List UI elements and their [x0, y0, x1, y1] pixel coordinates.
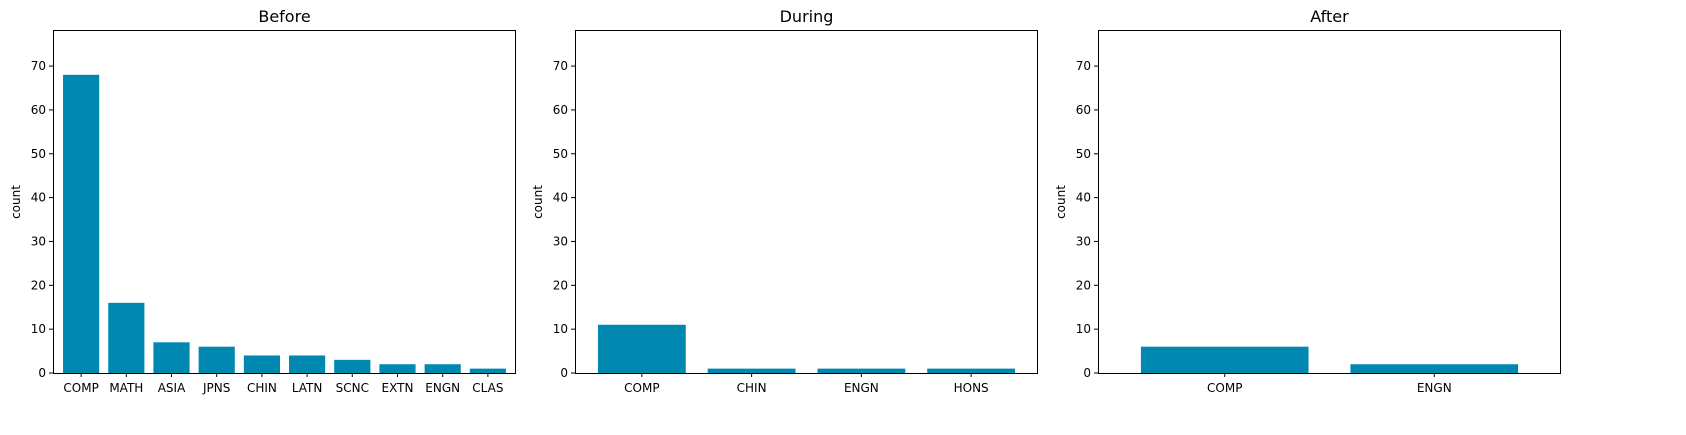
bar [153, 342, 190, 373]
panel-during: During count 0 10 20 30 40 50 60 70 COMP CHIN ENG… [531, 7, 1038, 395]
y-tick-label: 20 [553, 278, 568, 292]
y-ticks: 0 10 20 30 40 50 60 70 [31, 59, 54, 380]
bar [289, 355, 326, 373]
y-tick-label: 70 [1076, 59, 1091, 73]
y-tick-label: 30 [31, 234, 46, 248]
x-tick-label: ENGN [425, 381, 460, 395]
y-axis-label: count [531, 185, 545, 219]
bar [198, 346, 235, 373]
y-axis-label: count [9, 185, 23, 219]
panel-before: Before count 0 10 20 30 40 50 60 70 COMP MATH ASI… [9, 7, 516, 395]
bar [469, 368, 506, 373]
y-tick-label: 30 [1076, 234, 1091, 248]
y-tick-label: 50 [31, 147, 46, 161]
y-tick-label: 0 [1083, 366, 1091, 380]
bar [817, 368, 906, 373]
y-tick-label: 40 [553, 191, 568, 205]
x-tick-label: EXTN [382, 381, 414, 395]
x-ticks: COMP ENGN [1207, 373, 1452, 395]
x-ticks: COMP MATH ASIA JPNS CHIN LATN SCNC EXTN ENGN CLAS [63, 373, 503, 395]
y-tick-label: 60 [1076, 103, 1091, 117]
x-tick-label: CHIN [737, 381, 767, 395]
x-tick-label: ENGN [1417, 381, 1452, 395]
chart-title: After [1310, 7, 1349, 26]
x-tick-label: ENGN [844, 381, 879, 395]
bar [1350, 364, 1519, 373]
x-tick-label: MATH [109, 381, 143, 395]
bar [63, 74, 100, 373]
x-tick-label: COMP [624, 381, 659, 395]
x-ticks: COMP CHIN ENGN HONS [624, 373, 989, 395]
x-tick-label: ASIA [158, 381, 186, 395]
y-tick-label: 60 [31, 103, 46, 117]
bar [1140, 346, 1309, 373]
y-tick-label: 30 [553, 234, 568, 248]
chart-title: Before [258, 7, 310, 26]
y-tick-label: 50 [1076, 147, 1091, 161]
bar [108, 302, 145, 373]
y-tick-label: 0 [38, 366, 46, 380]
y-tick-label: 60 [553, 103, 568, 117]
y-tick-label: 40 [1076, 191, 1091, 205]
bar-group [1140, 346, 1519, 373]
x-tick-label: COMP [1207, 381, 1242, 395]
y-tick-label: 50 [553, 147, 568, 161]
x-tick-label: CHIN [247, 381, 277, 395]
panel-after: After count 0 10 20 30 40 50 60 70 COMP ENGN [1054, 7, 1561, 395]
plot-frame [53, 30, 516, 374]
bar [707, 368, 796, 373]
bar [927, 368, 1016, 373]
y-ticks: 0 10 20 30 40 50 60 70 [553, 59, 576, 380]
chart-title: During [780, 7, 834, 26]
y-tick-label: 10 [31, 322, 46, 336]
x-tick-label: COMP [63, 381, 98, 395]
y-ticks: 0 10 20 30 40 50 60 70 [1076, 59, 1099, 380]
x-tick-label: LATN [292, 381, 323, 395]
x-tick-label: SCNC [336, 381, 369, 395]
plot-frame [575, 30, 1038, 374]
bar-group [63, 74, 506, 373]
bar [597, 324, 686, 373]
bar [334, 359, 371, 373]
y-tick-label: 20 [1076, 278, 1091, 292]
y-tick-label: 70 [31, 59, 46, 73]
bar-group [597, 324, 1016, 373]
y-tick-label: 10 [1076, 322, 1091, 336]
y-tick-label: 10 [553, 322, 568, 336]
y-tick-label: 40 [31, 191, 46, 205]
y-tick-label: 20 [31, 278, 46, 292]
bar [424, 364, 461, 373]
x-tick-label: JPNS [202, 381, 230, 395]
y-tick-label: 70 [553, 59, 568, 73]
x-tick-label: CLAS [472, 381, 503, 395]
y-tick-label: 0 [560, 366, 568, 380]
bar [243, 355, 280, 373]
x-tick-label: HONS [954, 381, 989, 395]
bar [379, 364, 416, 373]
y-axis-label: count [1054, 185, 1068, 219]
plot-frame [1098, 30, 1561, 374]
